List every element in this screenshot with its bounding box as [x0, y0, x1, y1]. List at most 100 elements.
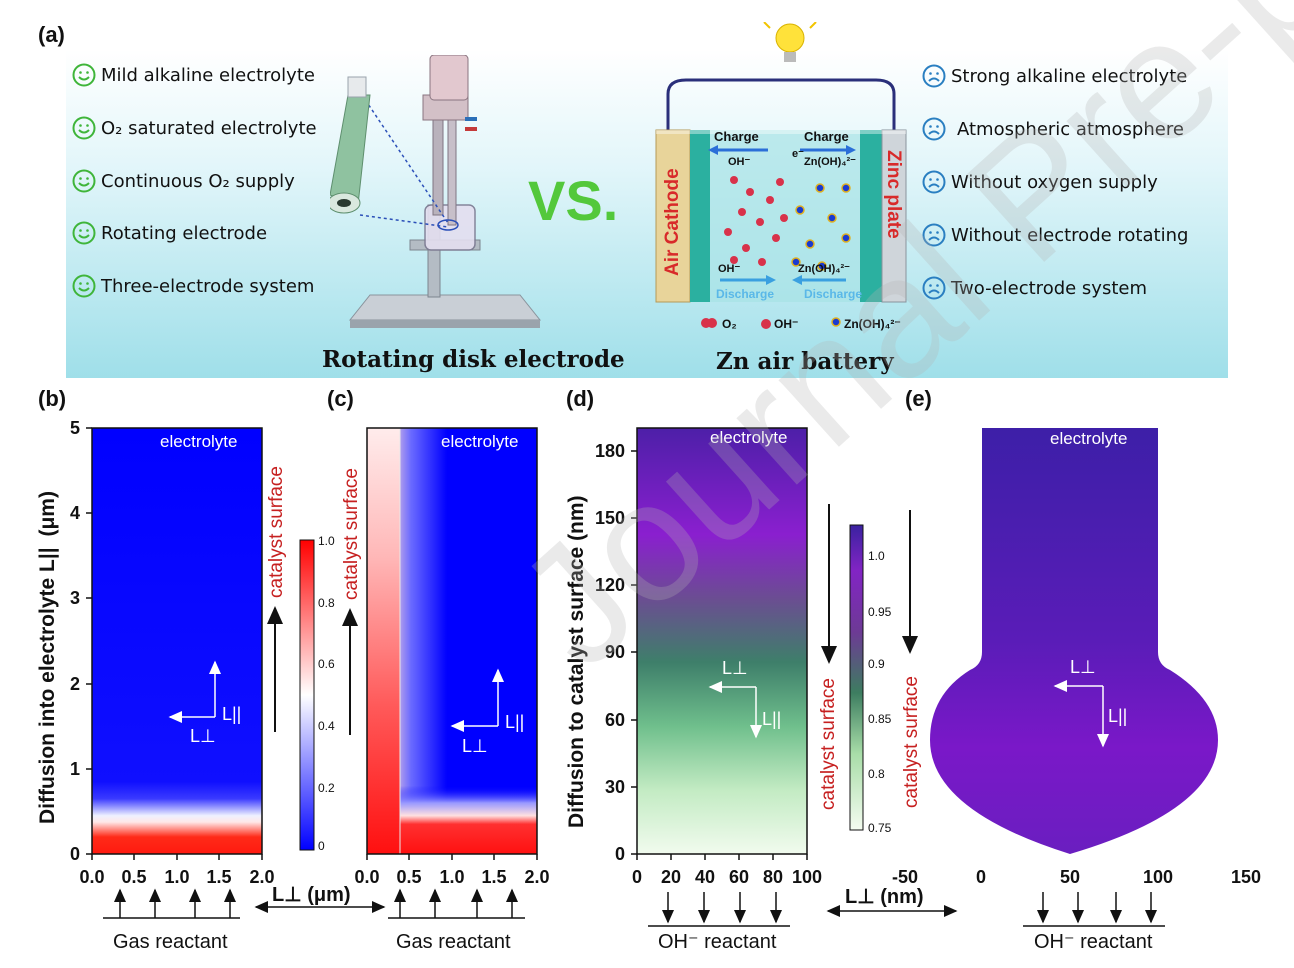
vs-label: VS.: [528, 169, 619, 232]
panel-b-ytick-2: 2: [70, 674, 80, 694]
panel-b-ylabel: Diffusion into electrolyte L|| (μm): [36, 491, 59, 824]
panel-c-reactant-arrows: [388, 888, 525, 919]
colorbar-bc-tick-5: 1.0: [318, 534, 335, 548]
panel-e-xtick-4: 150: [1231, 867, 1261, 887]
left-feature-2-label: O₂ saturated electrolyte: [101, 117, 317, 139]
panel-d-ylabel: Diffusion to catalyst surface (nm): [565, 495, 588, 828]
panel-b-lperp-label: L⊥: [190, 726, 216, 746]
panel-b-letter: (b): [38, 386, 66, 411]
left-feature-3-label: Continuous O₂ supply: [101, 170, 295, 192]
panel-e-reactant-arrows: [1023, 892, 1165, 927]
air-cathode-label: Air Cathode: [662, 168, 683, 276]
zn-air-battery-illustration: [655, 22, 907, 329]
right-feature-3: Without oxygen supply: [922, 170, 1158, 194]
right-feature-4: Without electrode rotating: [922, 223, 1188, 247]
right-feature-2: Atmospheric atmosphere: [922, 117, 1184, 141]
panel-e-xtick-0: -50: [892, 867, 918, 887]
battery-labels: Air Cathode Zinc plate Charge Charge OH⁻…: [662, 129, 904, 331]
legend-o2-label: O₂: [722, 317, 737, 331]
panel-d-xtick-4: 80: [763, 867, 783, 887]
panel-a-banner: [66, 50, 1228, 378]
right-feature-5: Two-electrode system: [922, 276, 1147, 300]
panel-d-xtick-2: 40: [695, 867, 715, 887]
rotating-disk-electrode-illustration: [330, 55, 542, 328]
panel-d-xtick-1: 20: [661, 867, 681, 887]
charge-label-left: Charge: [714, 129, 759, 144]
panel-b-xtick-0: 0.0: [79, 867, 104, 887]
right-feature-1: Strong alkaline electrolyte: [922, 64, 1187, 88]
colorbar-bc-ticks: 0 0.2 0.4 0.6 0.8 1.0: [318, 534, 335, 853]
panel-e-domain: [930, 428, 1218, 854]
right-feature-3-label: Without oxygen supply: [951, 171, 1158, 193]
panel-e-reactant-label: OH⁻ reactant: [1034, 931, 1153, 953]
panel-d-frame: [636, 427, 808, 855]
panel-c-reactant-label: Gas reactant: [396, 931, 511, 953]
panel-b-lpar-label: L||: [222, 704, 241, 724]
panel-c-xtick-4: 2.0: [524, 867, 549, 887]
right-feature-4-label: Without electrode rotating: [951, 224, 1189, 246]
panel-b-ytick-1: 1: [70, 759, 80, 779]
panel-c-catalyst-label: catalyst surface: [341, 468, 362, 600]
colorbar-de-tick-3: 0.9: [868, 657, 885, 671]
panel-b-xtick-3: 1.5: [206, 867, 231, 887]
colorbar-de-tick-1: 0.8: [868, 767, 885, 781]
oh-label-bottom: OH⁻: [718, 263, 741, 275]
smile-icon: [72, 63, 96, 87]
panel-b-ylabel-text: Diffusion into electrolyte L||: [36, 547, 59, 824]
panel-b-electrolyte-label: electrolyte: [160, 432, 237, 451]
panel-d-ytick-4: 120: [595, 575, 625, 595]
panel-d-reactant-arrows: [648, 892, 790, 927]
panel-b-xtick-1: 0.5: [121, 867, 146, 887]
panel-d-electrolyte-label: electrolyte: [710, 428, 787, 447]
panel-d-catalyst-label: catalyst surface: [818, 678, 839, 810]
panel-d-xtick-0: 0: [632, 867, 642, 887]
panel-b-ytick-0: 0: [70, 844, 80, 864]
colorbar-bc: [299, 539, 315, 851]
panel-e-xtick-2: 50: [1060, 867, 1080, 887]
smile-icon: [72, 274, 96, 298]
panel-c-lperp-label: L⊥: [462, 736, 488, 756]
shared-bc-xlabel: L⊥ (μm): [272, 884, 351, 906]
panel-b-yticks: 0 1 2 3 4 5: [70, 418, 92, 864]
left-feature-1-label: Mild alkaline electrolyte: [101, 64, 315, 86]
panel-e-xtick-3: 100: [1143, 867, 1173, 887]
panel-b-xticks: 0.0 0.5 1.0 1.5 2.0: [79, 854, 275, 887]
panel-b-reactant-arrows: [103, 888, 240, 919]
panel-b-ytick-4: 4: [70, 503, 80, 523]
panel-c-catalyst-strip: [367, 428, 400, 854]
panel-b-reactant-label: Gas reactant: [113, 931, 228, 953]
colorbar-bc-tick-2: 0.4: [318, 719, 335, 733]
panel-e-xtick-1: 0: [976, 867, 986, 887]
panel-c-electrolyte-label: electrolyte: [441, 432, 518, 451]
panel-d-ytick-0: 0: [615, 844, 625, 864]
panel-e-lpar-label: L||: [1108, 706, 1127, 726]
panel-b-ytick-3: 3: [70, 588, 80, 608]
panel-e-xticks: -50 0 50 100 150: [892, 867, 1261, 887]
colorbar-de-ticks: 0.75 0.8 0.85 0.9 0.95 1.0: [868, 549, 892, 835]
charge-label-right: Charge: [804, 129, 849, 144]
panel-c-xtick-3: 1.5: [481, 867, 506, 887]
right-caption: Zn air battery: [716, 348, 894, 375]
panel-d-ytick-3: 90: [605, 642, 625, 662]
frown-icon: [922, 170, 946, 194]
electron-label: e⁻: [792, 148, 804, 160]
left-feature-5: Three-electrode system: [72, 274, 314, 298]
colorbar-de-tick-2: 0.85: [868, 712, 892, 726]
left-feature-2: O₂ saturated electrolyte: [72, 116, 317, 140]
colorbar-bc-tick-4: 0.8: [318, 596, 335, 610]
discharge-label-left: Discharge: [716, 287, 774, 301]
panel-e-electrolyte-label: electrolyte: [1050, 429, 1127, 448]
panel-b-xtick-4: 2.0: [249, 867, 274, 887]
panel-d-ytick-6: 180: [595, 441, 625, 461]
panel-d-yticks: 0 30 60 90 120 150 180: [595, 441, 637, 864]
panel-d-letter: (d): [566, 386, 594, 411]
frown-icon: [922, 64, 946, 88]
panel-c-lpar-label: L||: [505, 712, 524, 732]
panel-c-xtick-1: 0.5: [396, 867, 421, 887]
smile-icon: [72, 116, 96, 140]
panel-b-ylabel-unit: (μm): [36, 491, 59, 537]
smile-icon: [72, 169, 96, 193]
legend-oh-label: OH⁻: [774, 317, 798, 331]
right-feature-1-label: Strong alkaline electrolyte: [951, 65, 1188, 87]
colorbar-de-tick-4: 0.95: [868, 605, 892, 619]
